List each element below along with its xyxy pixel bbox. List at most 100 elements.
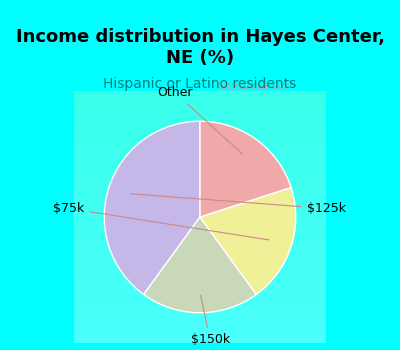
Text: Income distribution in Hayes Center,
NE (%): Income distribution in Hayes Center, NE …: [16, 28, 384, 67]
Bar: [74, 185, 326, 188]
Wedge shape: [200, 187, 296, 294]
Bar: [74, 94, 326, 98]
Bar: [74, 281, 326, 285]
Bar: [74, 85, 326, 88]
Bar: [74, 340, 326, 343]
Bar: [74, 162, 326, 166]
Bar: [74, 169, 326, 172]
Text: $75k: $75k: [53, 202, 269, 240]
Bar: [74, 343, 326, 346]
Bar: [74, 323, 326, 327]
Bar: [74, 101, 326, 104]
Bar: [74, 178, 326, 182]
Bar: [74, 211, 326, 214]
Bar: [74, 301, 326, 304]
Bar: [74, 259, 326, 262]
Bar: [74, 217, 326, 220]
Bar: [74, 136, 326, 140]
Bar: [74, 140, 326, 143]
Bar: [74, 59, 326, 62]
Bar: [74, 220, 326, 223]
Bar: [74, 172, 326, 175]
Bar: [74, 320, 326, 323]
Bar: [74, 175, 326, 178]
Bar: [74, 243, 326, 246]
Bar: [74, 291, 326, 294]
Bar: [74, 198, 326, 201]
Text: City-Data.com: City-Data.com: [216, 81, 296, 91]
Bar: [74, 327, 326, 330]
Bar: [74, 223, 326, 227]
Bar: [74, 304, 326, 307]
Bar: [74, 330, 326, 333]
Bar: [74, 233, 326, 236]
Bar: [74, 133, 326, 136]
Bar: [74, 265, 326, 268]
Bar: [74, 310, 326, 314]
Wedge shape: [104, 121, 200, 294]
Bar: [74, 249, 326, 252]
Bar: [74, 207, 326, 211]
Bar: [74, 349, 326, 350]
Bar: [74, 107, 326, 111]
Bar: [74, 98, 326, 101]
Bar: [74, 120, 326, 124]
Bar: [74, 130, 326, 133]
Bar: [74, 111, 326, 114]
Bar: [74, 278, 326, 281]
Bar: [74, 65, 326, 69]
Bar: [74, 114, 326, 117]
Bar: [74, 127, 326, 130]
Bar: [74, 288, 326, 291]
Bar: [74, 69, 326, 72]
Bar: [74, 153, 326, 156]
Bar: [74, 317, 326, 320]
Bar: [74, 159, 326, 162]
Bar: [74, 104, 326, 107]
Bar: [74, 56, 326, 59]
Bar: [74, 204, 326, 207]
Bar: [74, 252, 326, 256]
Bar: [74, 256, 326, 259]
Bar: [74, 124, 326, 127]
Text: $150k: $150k: [190, 295, 230, 346]
Bar: [74, 72, 326, 75]
Bar: [74, 88, 326, 91]
Bar: [74, 333, 326, 336]
Bar: [74, 336, 326, 339]
Bar: [74, 285, 326, 288]
Text: Hispanic or Latino residents: Hispanic or Latino residents: [103, 77, 297, 91]
Bar: [74, 82, 326, 85]
Bar: [74, 214, 326, 217]
Bar: [74, 194, 326, 198]
Bar: [74, 149, 326, 153]
Bar: [74, 298, 326, 301]
Text: Other: Other: [157, 86, 242, 154]
Wedge shape: [200, 121, 291, 217]
Bar: [74, 294, 326, 297]
Bar: [74, 75, 326, 78]
Bar: [74, 62, 326, 65]
Bar: [74, 346, 326, 349]
Bar: [74, 188, 326, 191]
Bar: [74, 78, 326, 82]
Bar: [74, 117, 326, 120]
Bar: [74, 227, 326, 230]
Bar: [74, 201, 326, 204]
Bar: [74, 182, 326, 185]
Bar: [74, 314, 326, 317]
Bar: [74, 166, 326, 169]
Bar: [74, 230, 326, 233]
Wedge shape: [144, 217, 256, 313]
Bar: [74, 91, 326, 95]
Bar: [74, 262, 326, 265]
Text: $125k: $125k: [131, 194, 346, 215]
Bar: [74, 156, 326, 159]
Bar: [74, 240, 326, 243]
Bar: [74, 307, 326, 310]
Bar: [74, 191, 326, 194]
Bar: [74, 146, 326, 149]
Bar: [74, 275, 326, 278]
Bar: [74, 268, 326, 272]
Bar: [74, 246, 326, 249]
